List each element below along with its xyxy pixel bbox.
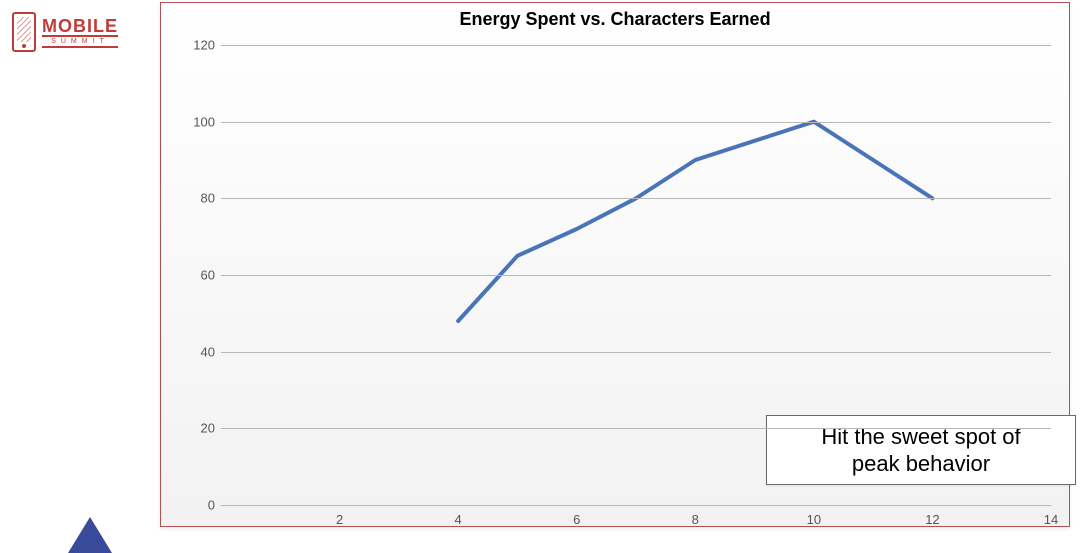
y-tick-label: 60 [183, 268, 215, 283]
x-tick-label: 6 [573, 512, 580, 527]
x-tick-label: 10 [807, 512, 821, 527]
gridline [221, 198, 1051, 199]
x-tick-label: 8 [692, 512, 699, 527]
y-tick-label: 120 [183, 38, 215, 53]
logo-sub-text: SUMMIT [42, 35, 118, 48]
y-tick-label: 80 [183, 191, 215, 206]
x-tick-label: 2 [336, 512, 343, 527]
chart-plot-area: Hit the sweet spot of peak behavior 0204… [221, 45, 1051, 505]
callout-box: Hit the sweet spot of peak behavior [766, 415, 1076, 485]
chart-title: Energy Spent vs. Characters Earned [161, 9, 1069, 30]
gridline [221, 428, 1051, 429]
x-tick-label: 4 [455, 512, 462, 527]
gridline [221, 45, 1051, 46]
gridline [221, 275, 1051, 276]
callout-line2: peak behavior [852, 451, 990, 476]
x-tick-label: 14 [1044, 512, 1058, 527]
y-tick-label: 40 [183, 344, 215, 359]
phone-icon [12, 12, 36, 52]
y-tick-label: 100 [183, 114, 215, 129]
gridline [221, 505, 1051, 506]
gridline [221, 352, 1051, 353]
x-tick-label: 12 [925, 512, 939, 527]
chart-container: Energy Spent vs. Characters Earned Hit t… [160, 2, 1070, 527]
logo-text-block: MOBILE SUMMIT [42, 17, 118, 48]
mobile-summit-logo: MOBILE SUMMIT [12, 8, 147, 56]
y-tick-label: 0 [183, 498, 215, 513]
triangle-icon [68, 517, 112, 553]
gridline [221, 122, 1051, 123]
y-tick-label: 20 [183, 421, 215, 436]
callout-text: Hit the sweet spot of peak behavior [821, 423, 1020, 478]
slide-page: MOBILE SUMMIT Energy Spent vs. Character… [0, 0, 1080, 541]
logo-main-text: MOBILE [42, 17, 118, 35]
callout-line1: Hit the sweet spot of [821, 424, 1020, 449]
